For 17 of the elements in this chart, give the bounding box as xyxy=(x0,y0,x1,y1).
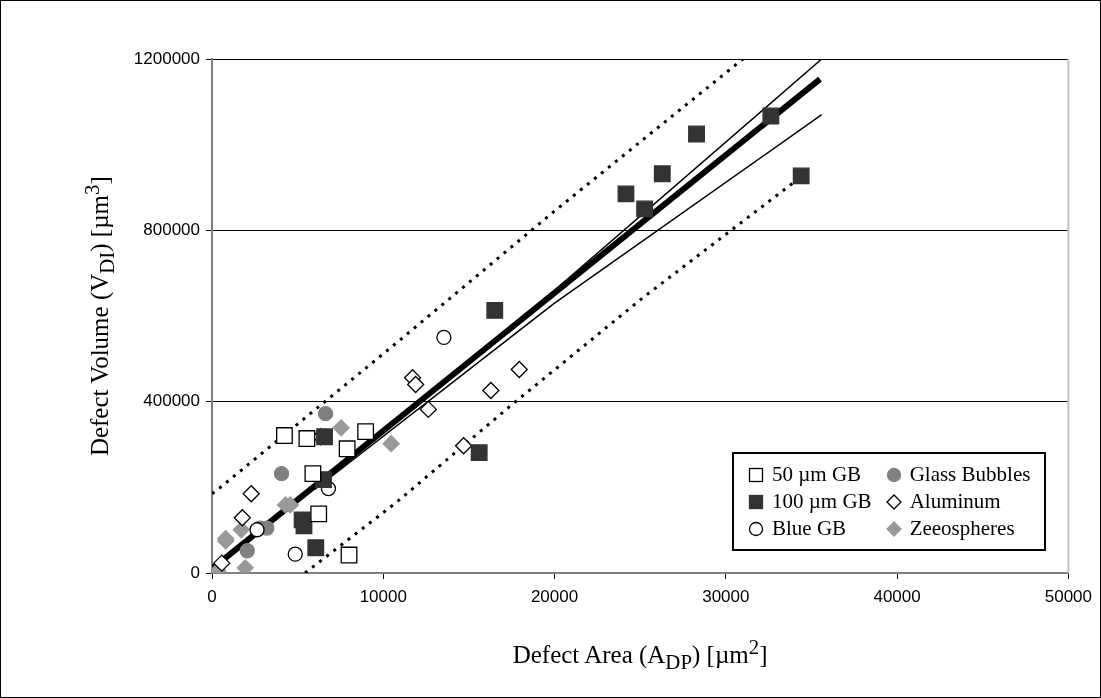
y-tick-label: 800000 xyxy=(143,220,200,240)
x-tick-label: 20000 xyxy=(530,586,579,606)
legend-label: 100 µm GB xyxy=(772,489,872,514)
legend-label: Zeeospheres xyxy=(909,516,1015,541)
y-tick-label: 1200000 xyxy=(133,48,200,68)
x-tick-label: 30000 xyxy=(702,586,750,606)
x-tick-label: 0 xyxy=(207,586,217,606)
y-tick-label: 400000 xyxy=(143,391,200,411)
legend-label: 50 µm GB xyxy=(772,462,862,487)
x-tick-label: 50000 xyxy=(1044,586,1092,606)
x-axis-title: Defect Area (A$_{DP}$) [µm$^{2}$] xyxy=(512,635,768,676)
x-tick-label: 10000 xyxy=(359,586,407,606)
x-tick-label: 40000 xyxy=(873,586,921,606)
legend-label: Aluminum xyxy=(909,489,1001,514)
legend-label: Blue GB xyxy=(772,516,847,541)
y-tick-label: 0 xyxy=(190,562,200,582)
legend-label: Glass Bubbles xyxy=(909,462,1031,487)
